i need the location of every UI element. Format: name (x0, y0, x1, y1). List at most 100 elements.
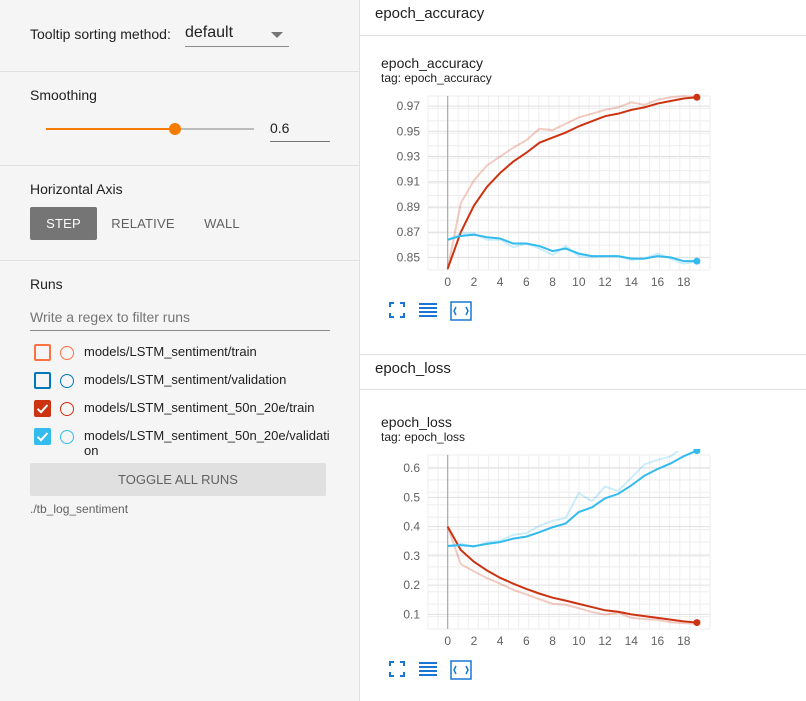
series-end-point (693, 257, 701, 265)
chart-toolbar (388, 660, 478, 682)
x-tick-label: 12 (598, 634, 612, 648)
run-item[interactable]: models/LSTM_sentiment_50n_20e/train (34, 398, 334, 420)
run-color-icon[interactable] (60, 402, 74, 416)
x-tick-label: 4 (497, 275, 504, 289)
y-tick-label: 0.95 (397, 124, 421, 138)
y-tick-label: 0.1 (403, 607, 420, 621)
x-tick-label: 0 (444, 634, 451, 648)
series-smoothed-line (447, 233, 697, 263)
series-end-point (693, 93, 701, 101)
smoothing-slider[interactable] (46, 123, 254, 135)
smoothing-label: Smoothing (30, 87, 97, 103)
run-item[interactable]: models/LSTM_sentiment_50n_20e/validation (34, 426, 334, 460)
series-raw-line (446, 94, 697, 269)
x-tick-label: 4 (497, 634, 504, 648)
check-icon (36, 432, 49, 442)
check-icon (36, 404, 49, 414)
x-tick-label: 16 (651, 275, 665, 289)
run-name: models/LSTM_sentiment/validation (84, 372, 287, 387)
chart-tag: tag: epoch_accuracy (381, 71, 492, 85)
y-tick-label: 0.85 (397, 250, 421, 264)
run-checkbox-checked[interactable] (34, 400, 51, 417)
run-checkbox[interactable] (34, 344, 51, 361)
fullscreen-icon[interactable] (388, 301, 406, 319)
run-color-icon[interactable] (60, 346, 74, 360)
smoothing-slider-thumb[interactable] (168, 123, 181, 135)
x-tick-label: 8 (549, 634, 556, 648)
tooltip-sorting-value: default (185, 24, 234, 41)
runs-label: Runs (30, 276, 63, 292)
x-tick-label: 8 (549, 275, 556, 289)
run-filter-input[interactable]: Write a regex to filter runs (30, 305, 330, 331)
tooltip-sorting-select[interactable]: default (185, 22, 289, 47)
run-item[interactable]: models/LSTM_sentiment/train (34, 342, 334, 364)
horizontal-axis-label: Horizontal Axis (30, 181, 123, 197)
fit-domain-icon[interactable] (450, 301, 472, 321)
series-smoothed-line (447, 451, 698, 548)
x-tick-label: 18 (677, 275, 691, 289)
smoothing-input[interactable]: 0.6 (270, 116, 330, 142)
series-end-point (693, 449, 701, 455)
sidebar: Tooltip sorting method: default Smoothin… (0, 0, 360, 701)
x-tick-label: 10 (572, 634, 586, 648)
series-raw-line (447, 451, 680, 549)
chart-tag: tag: epoch_loss (381, 430, 466, 444)
smoothing-slider-fill (46, 128, 171, 130)
card-header-accuracy[interactable]: epoch_accuracy (360, 0, 806, 36)
smoothing-value: 0.6 (270, 120, 290, 136)
series-end-point (693, 619, 701, 627)
run-name: models/LSTM_sentiment_50n_20e/train (84, 400, 315, 415)
x-tick-label: 16 (651, 634, 665, 648)
x-tick-label: 0 (444, 275, 451, 289)
log-directory: ./tb_log_sentiment (30, 502, 129, 516)
axis-wall-button[interactable]: WALL (204, 216, 240, 231)
toggle-all-runs-button[interactable]: TOGGLE ALL RUNS (30, 463, 326, 496)
x-tick-label: 6 (523, 634, 530, 648)
fit-domain-icon[interactable] (450, 660, 472, 680)
toggle-log-scale-icon[interactable] (418, 660, 438, 678)
run-name: models/LSTM_sentiment_50n_20e/validation (84, 428, 330, 458)
main-panel: epoch_accuracy epoch_accuracy tag: epoch… (360, 0, 806, 701)
run-checkbox[interactable] (34, 372, 51, 389)
y-tick-label: 0.2 (403, 578, 420, 592)
series-raw-line (446, 526, 697, 625)
run-color-icon[interactable] (60, 374, 74, 388)
y-tick-label: 0.93 (397, 150, 421, 164)
y-tick-label: 0.6 (403, 461, 420, 475)
y-tick-label: 0.4 (403, 520, 420, 534)
axis-relative-button[interactable]: RELATIVE (111, 216, 175, 231)
run-item[interactable]: models/LSTM_sentiment/validation (34, 370, 334, 392)
chart-toolbar (388, 301, 478, 323)
run-filter-placeholder: Write a regex to filter runs (30, 309, 191, 325)
horizontal-axis-section: Horizontal Axis STEP RELATIVE WALL (0, 166, 360, 261)
run-name: models/LSTM_sentiment/train (84, 344, 257, 359)
x-tick-label: 14 (625, 275, 639, 289)
chart-title: epoch_loss (381, 414, 452, 430)
toggle-log-scale-icon[interactable] (418, 301, 438, 319)
y-tick-label: 0.87 (397, 225, 421, 239)
y-tick-label: 0.97 (397, 99, 421, 113)
card-header-title: epoch_loss (375, 360, 451, 377)
smoothing-section: Smoothing 0.6 (0, 72, 360, 166)
series-smoothed-line (446, 526, 697, 624)
tooltip-section: Tooltip sorting method: default (0, 0, 360, 72)
card-header-title: epoch_accuracy (375, 5, 485, 22)
series-smoothed-line (446, 96, 697, 270)
x-tick-label: 2 (471, 634, 478, 648)
axis-step-button[interactable]: STEP (30, 207, 97, 240)
fullscreen-icon[interactable] (388, 660, 406, 678)
y-tick-label: 0.91 (397, 175, 421, 189)
accuracy-chart: 0.85 0.87 0.89 0.91 0.93 0.95 0.97 0 2 4 6 8 10 12 14 1… (397, 93, 711, 289)
chart-title: epoch_accuracy (381, 55, 483, 71)
card-header-loss[interactable]: epoch_loss (360, 354, 806, 390)
x-tick-label: 6 (523, 275, 530, 289)
run-color-icon[interactable] (60, 430, 74, 444)
run-checkbox-checked[interactable] (34, 428, 51, 445)
x-tick-label: 2 (471, 275, 478, 289)
y-tick-label: 0.89 (397, 200, 421, 214)
y-tick-label: 0.5 (403, 490, 420, 504)
tooltip-sorting-label: Tooltip sorting method: (30, 26, 171, 42)
runs-section: Runs Write a regex to filter runs models… (0, 261, 360, 701)
x-tick-label: 10 (572, 275, 586, 289)
chevron-down-icon (271, 32, 283, 38)
